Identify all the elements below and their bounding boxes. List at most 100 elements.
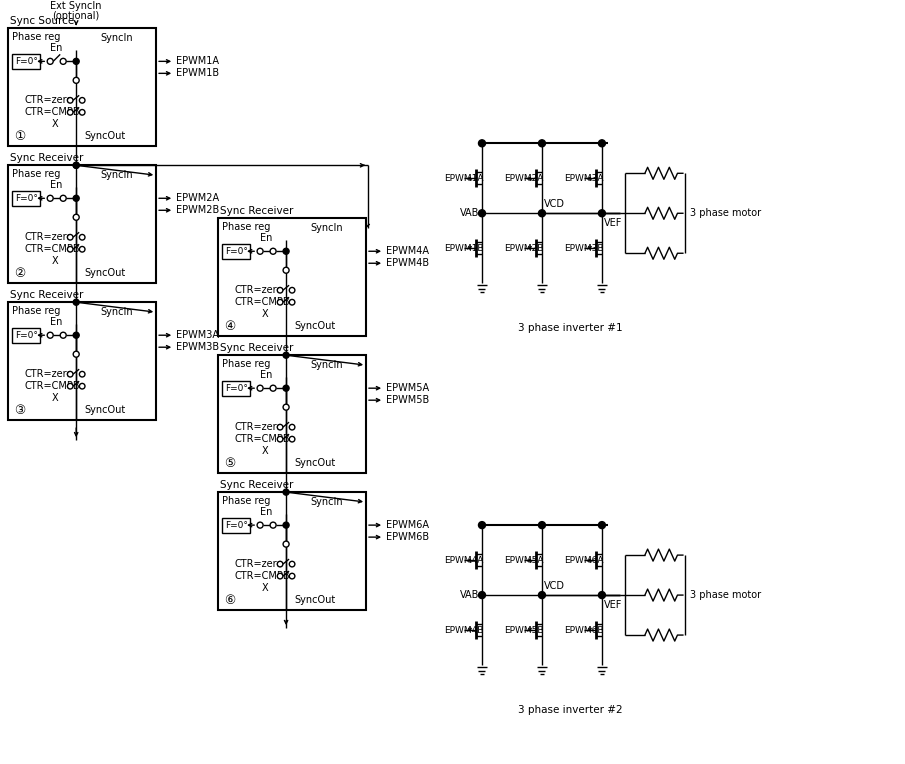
Circle shape bbox=[73, 351, 79, 358]
Text: EPWM3B: EPWM3B bbox=[176, 342, 219, 352]
Circle shape bbox=[73, 299, 79, 306]
Text: Phase reg: Phase reg bbox=[222, 222, 271, 232]
Text: EPWM5B: EPWM5B bbox=[386, 395, 429, 405]
Text: EPWM2B: EPWM2B bbox=[176, 206, 219, 215]
Text: SyncIn: SyncIn bbox=[310, 360, 343, 371]
Text: EPWM4B: EPWM4B bbox=[444, 626, 483, 635]
Text: CTR=zero: CTR=zero bbox=[24, 369, 72, 379]
Text: CTR=CMPB: CTR=CMPB bbox=[234, 434, 290, 444]
Text: EPWM3A: EPWM3A bbox=[176, 330, 219, 340]
Text: SyncOut: SyncOut bbox=[294, 458, 336, 468]
Circle shape bbox=[283, 385, 289, 391]
Text: ②: ② bbox=[14, 267, 25, 280]
Circle shape bbox=[73, 162, 79, 168]
Circle shape bbox=[73, 332, 79, 338]
Bar bbox=[8, 303, 157, 420]
Circle shape bbox=[67, 384, 73, 389]
Text: SyncIn: SyncIn bbox=[100, 170, 133, 180]
Text: VEF: VEF bbox=[604, 219, 623, 228]
Circle shape bbox=[270, 522, 276, 528]
Circle shape bbox=[538, 591, 546, 598]
Text: EPWM1B: EPWM1B bbox=[444, 244, 483, 253]
Circle shape bbox=[73, 77, 79, 83]
Circle shape bbox=[80, 247, 85, 252]
Text: SyncOut: SyncOut bbox=[84, 131, 126, 141]
Circle shape bbox=[80, 235, 85, 240]
Text: Phase reg: Phase reg bbox=[222, 359, 271, 369]
Text: VAB: VAB bbox=[460, 209, 479, 219]
Bar bbox=[8, 28, 157, 147]
Circle shape bbox=[277, 562, 283, 567]
Text: EPWM2A: EPWM2A bbox=[504, 173, 543, 183]
Text: EPWM3B: EPWM3B bbox=[564, 244, 604, 253]
Circle shape bbox=[598, 522, 605, 529]
Circle shape bbox=[47, 332, 53, 338]
Circle shape bbox=[47, 196, 53, 201]
Text: 3 phase motor: 3 phase motor bbox=[690, 590, 761, 600]
Text: CTR=zero: CTR=zero bbox=[24, 232, 72, 242]
Text: 3 phase motor: 3 phase motor bbox=[690, 209, 761, 219]
Text: VCD: VCD bbox=[544, 581, 565, 591]
Text: X: X bbox=[52, 119, 59, 129]
Text: EPWM1B: EPWM1B bbox=[176, 68, 219, 79]
Circle shape bbox=[257, 522, 263, 528]
Text: VAB: VAB bbox=[460, 590, 479, 600]
Text: SyncOut: SyncOut bbox=[84, 405, 126, 415]
Text: CTR=zero: CTR=zero bbox=[24, 96, 72, 105]
Text: F=0°: F=0° bbox=[15, 57, 38, 66]
Text: ④: ④ bbox=[224, 319, 235, 332]
Text: EPWM1A: EPWM1A bbox=[176, 57, 219, 66]
Text: EPWM2B: EPWM2B bbox=[504, 244, 543, 253]
Circle shape bbox=[598, 591, 605, 598]
Circle shape bbox=[270, 248, 276, 254]
Text: EPWM5A: EPWM5A bbox=[386, 384, 429, 393]
Text: F=0°: F=0° bbox=[225, 384, 248, 393]
Text: VEF: VEF bbox=[604, 600, 623, 610]
Text: EPWM4A: EPWM4A bbox=[386, 246, 429, 256]
Text: Sync Receiver: Sync Receiver bbox=[220, 480, 293, 490]
Circle shape bbox=[67, 235, 73, 240]
Text: En: En bbox=[50, 317, 62, 327]
Text: En: En bbox=[260, 233, 272, 243]
Circle shape bbox=[290, 562, 295, 567]
Circle shape bbox=[277, 287, 283, 293]
Text: SyncOut: SyncOut bbox=[294, 595, 336, 605]
Circle shape bbox=[283, 541, 289, 547]
Circle shape bbox=[67, 98, 73, 103]
Circle shape bbox=[80, 384, 85, 389]
Circle shape bbox=[598, 140, 605, 147]
Circle shape bbox=[277, 436, 283, 442]
Text: EPWM6B: EPWM6B bbox=[564, 626, 604, 635]
Bar bbox=[222, 518, 250, 533]
Circle shape bbox=[283, 352, 289, 358]
Circle shape bbox=[73, 58, 79, 64]
Circle shape bbox=[290, 436, 295, 442]
Text: CTR=CMPB: CTR=CMPB bbox=[24, 244, 80, 254]
Bar bbox=[222, 244, 250, 259]
Text: CTR=CMPB: CTR=CMPB bbox=[234, 297, 290, 307]
Text: SyncIn: SyncIn bbox=[310, 223, 343, 233]
Text: SyncIn: SyncIn bbox=[310, 497, 343, 507]
Text: F=0°: F=0° bbox=[15, 194, 38, 203]
Circle shape bbox=[80, 98, 85, 103]
Bar bbox=[218, 492, 366, 610]
Text: Sync Receiver: Sync Receiver bbox=[10, 154, 83, 163]
Text: EPWM2A: EPWM2A bbox=[176, 193, 219, 203]
Text: F=0°: F=0° bbox=[225, 521, 248, 530]
Text: SyncOut: SyncOut bbox=[84, 268, 126, 278]
Circle shape bbox=[277, 424, 283, 430]
Circle shape bbox=[47, 58, 53, 64]
Text: ①: ① bbox=[14, 130, 25, 143]
Text: VCD: VCD bbox=[544, 199, 565, 209]
Text: SyncIn: SyncIn bbox=[100, 34, 133, 44]
Circle shape bbox=[73, 214, 79, 220]
Text: EPWM5A: EPWM5A bbox=[504, 555, 544, 565]
Circle shape bbox=[479, 522, 485, 529]
Text: 3 phase inverter #2: 3 phase inverter #2 bbox=[518, 705, 623, 715]
Circle shape bbox=[290, 573, 295, 579]
Circle shape bbox=[277, 299, 283, 305]
Circle shape bbox=[290, 287, 295, 293]
Circle shape bbox=[80, 109, 85, 115]
Circle shape bbox=[61, 332, 66, 338]
Circle shape bbox=[290, 299, 295, 305]
